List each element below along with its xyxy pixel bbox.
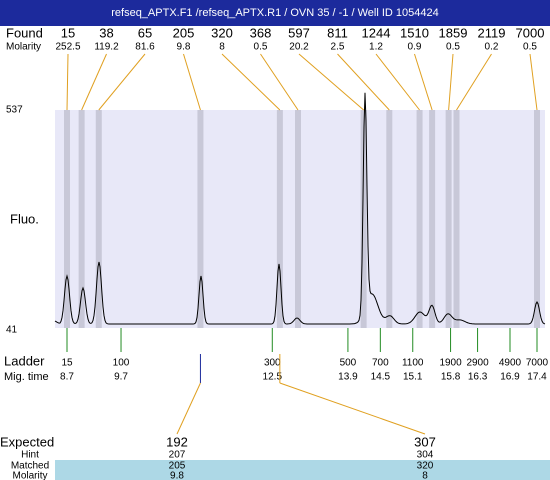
ladder-size: 1100 [402, 358, 424, 369]
y-min-label: 41 [6, 325, 18, 336]
peak-connector [81, 53, 107, 111]
expected-label: Expected [0, 434, 54, 449]
hint-label: Hint [21, 450, 39, 461]
match-connector [279, 382, 426, 435]
peak-band [429, 110, 436, 328]
found-size: 811 [327, 25, 348, 40]
ladder-size: 15 [61, 358, 73, 369]
peak-band [78, 110, 85, 328]
ladder-size: 4900 [499, 358, 522, 369]
expected-value: 192 [166, 434, 188, 449]
found-size: 205 [173, 25, 195, 40]
ladder-time: 14.5 [371, 372, 391, 383]
found-molarity: 2.5 [331, 42, 345, 53]
peak-band [295, 110, 302, 328]
found-size: 597 [288, 25, 310, 40]
found-molarity: 0.2 [485, 42, 499, 53]
matched-label: Matched [11, 461, 49, 472]
ladder-time: 12.5 [263, 372, 283, 383]
peak-connector [98, 53, 146, 111]
peak-connector [337, 53, 390, 111]
peak-band [276, 110, 283, 328]
ladder-size: 7000 [526, 358, 549, 369]
found-molarity: 20.2 [289, 42, 309, 53]
trace [54, 92, 546, 325]
ladder-size: 500 [340, 358, 357, 369]
peak-band [386, 110, 393, 328]
found-size: 65 [138, 25, 152, 40]
found-molarity: 0.5 [523, 42, 537, 53]
matched-value: 320 [417, 461, 434, 472]
exp-molarity-label: Molarity [12, 471, 47, 480]
molarity-value: 8 [422, 471, 428, 480]
ladder-size: 1900 [439, 358, 462, 369]
found-molarity: 81.6 [135, 42, 155, 53]
found-size: 2119 [478, 25, 506, 40]
found-molarity: 8 [219, 42, 225, 53]
ladder-size: 2900 [466, 358, 489, 369]
ladder-size: 100 [113, 358, 130, 369]
ladder-time: 15.1 [403, 372, 423, 383]
mig-time-label: Mig. time [4, 371, 49, 383]
peak-band [445, 110, 452, 328]
peak-band [453, 110, 460, 328]
ladder-label: Ladder [4, 353, 45, 368]
found-molarity: 9.8 [177, 42, 191, 53]
peak-connector [448, 53, 454, 111]
peak-connector [414, 53, 433, 111]
matched-band [55, 460, 550, 480]
ladder-size: 300 [264, 358, 281, 369]
ladder-time: 13.9 [338, 372, 358, 383]
peak-band [534, 110, 540, 328]
peak-band [360, 110, 367, 328]
title-bar [0, 0, 550, 26]
found-size: 368 [250, 25, 272, 40]
peak-connector [298, 53, 364, 111]
peak-connector [456, 53, 492, 111]
found-molarity: 119.2 [94, 42, 119, 53]
ladder-time: 16.3 [468, 372, 488, 383]
found-size: 1510 [400, 25, 429, 40]
peak-connector [529, 53, 538, 111]
hint-value: 304 [417, 450, 434, 461]
molarity-label: Molarity [6, 42, 41, 53]
found-size: 1859 [439, 25, 468, 40]
peak-connector [260, 53, 299, 111]
ladder-time: 15.8 [441, 372, 461, 383]
ladder-time: 17.4 [527, 372, 547, 383]
found-molarity: 0.5 [446, 42, 460, 53]
match-connector [176, 382, 201, 435]
peak-connector [221, 53, 281, 111]
title: refseq_APTX.F1 /refseq_APTX.R1 / OVN 35 … [111, 7, 439, 19]
found-size: 15 [61, 25, 75, 40]
found-size: 38 [99, 25, 113, 40]
found-label: Found [6, 25, 43, 40]
peak-band [416, 110, 423, 328]
hint-value: 207 [169, 450, 186, 461]
ladder-size: 700 [372, 358, 389, 369]
found-size: 1244 [362, 25, 391, 40]
y-max-label: 537 [6, 105, 23, 116]
found-molarity: 0.9 [408, 42, 422, 53]
ladder-time: 9.7 [114, 372, 128, 383]
found-molarity: 252.5 [55, 42, 80, 53]
ladder-time: 16.9 [500, 372, 520, 383]
y-axis-label: Fluo. [10, 211, 39, 226]
molarity-value: 9.8 [170, 471, 184, 480]
peak-band [95, 110, 102, 328]
found-molarity: 1.2 [369, 42, 383, 53]
peak-band [64, 110, 70, 328]
peak-connector [66, 53, 69, 111]
found-size: 320 [211, 25, 233, 40]
matched-value: 205 [169, 461, 186, 472]
found-size: 7000 [516, 25, 545, 40]
found-molarity: 0.5 [254, 42, 268, 53]
peak-band [197, 110, 204, 328]
expected-value: 307 [414, 434, 436, 449]
peak-connector [183, 53, 201, 111]
ladder-time: 8.7 [60, 372, 74, 383]
peak-connector [375, 53, 420, 111]
